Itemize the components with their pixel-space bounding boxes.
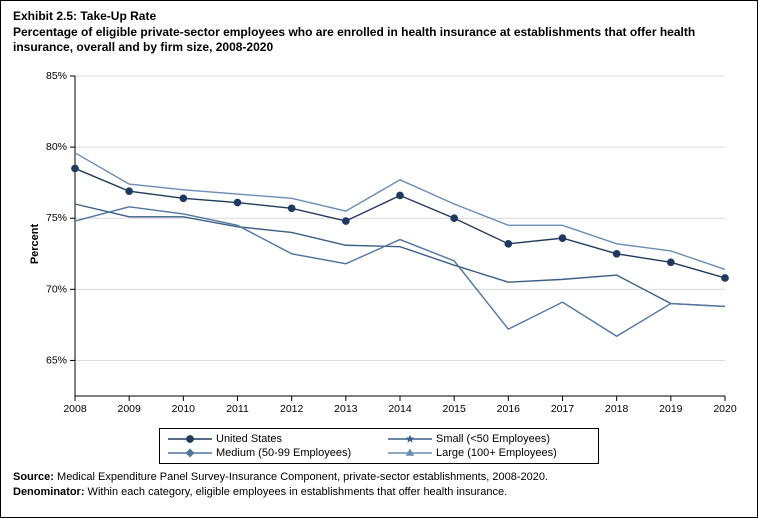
svg-text:2018: 2018 [605,403,629,415]
chart-container: Percent 65% 70% 75% 80% 85% 2008 2009 2010 2011 2… [21,64,737,424]
legend-label: Large (100+ Employees) [436,447,557,459]
legend-item: Small (<50 Employees) [388,433,590,445]
legend-item: Large (100+ Employees) [388,447,590,459]
svg-text:80%: 80% [46,141,67,153]
chart-legend: United States Small (<50 Employees) Medium… [159,428,599,464]
svg-text:2015: 2015 [442,403,466,415]
y-axis-label: Percent [29,224,41,264]
legend-swatch [388,447,432,459]
legend-label: Small (<50 Employees) [436,433,550,445]
chart-header: Exhibit 2.5: Take-Up Rate Percentage of … [1,1,757,60]
svg-text:2013: 2013 [334,403,358,415]
chart-subtitle: Percentage of eligible private-sector em… [13,25,745,56]
svg-text:2011: 2011 [226,403,249,415]
legend-swatch [168,447,212,459]
svg-text:75%: 75% [46,212,67,224]
svg-text:2008: 2008 [63,403,87,415]
legend-label: Medium (50-99 Employees) [216,447,351,459]
svg-text:70%: 70% [46,283,67,295]
legend-label: United States [216,433,282,445]
chart-title: Exhibit 2.5: Take-Up Rate [13,9,745,25]
source-label: Source: [13,471,54,483]
line-chart: 65% 70% 75% 80% 85% 2008 2009 2010 2011 2012 2013 2… [21,64,739,424]
svg-text:2016: 2016 [497,403,521,415]
svg-text:85%: 85% [46,70,67,82]
legend-item: Medium (50-99 Employees) [168,447,370,459]
svg-text:2014: 2014 [388,403,412,415]
source-line: Source: Medical Expenditure Panel Survey… [13,470,745,485]
svg-text:65%: 65% [46,354,67,366]
svg-text:2012: 2012 [280,403,304,415]
legend-swatch [388,433,432,445]
chart-footer: Source: Medical Expenditure Panel Survey… [1,464,757,508]
svg-text:2017: 2017 [551,403,575,415]
svg-text:2009: 2009 [117,403,141,415]
svg-text:2010: 2010 [172,403,196,415]
svg-text:2019: 2019 [659,403,683,415]
denominator-line: Denominator: Within each category, eligi… [13,485,745,500]
denominator-text: Within each category, eligible employees… [85,486,508,498]
denominator-label: Denominator: [13,486,85,498]
source-text: Medical Expenditure Panel Survey-Insuran… [54,471,548,483]
legend-item: United States [168,433,370,445]
svg-text:2020: 2020 [713,403,737,415]
legend-swatch [168,433,212,445]
